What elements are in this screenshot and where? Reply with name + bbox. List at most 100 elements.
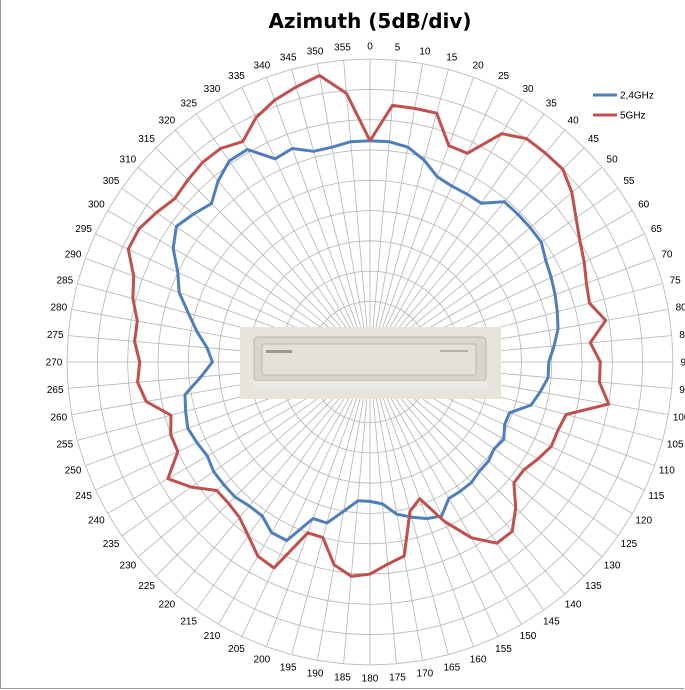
angle-label: 205	[228, 644, 245, 655]
angle-label: 45	[588, 134, 600, 145]
grid-spoke	[369, 129, 566, 363]
grid-spoke	[369, 361, 545, 611]
angle-label: 345	[280, 52, 297, 63]
grid-spoke	[195, 361, 371, 611]
grid-spoke	[266, 77, 371, 363]
angle-label: 170	[417, 669, 434, 680]
angle-label: 195	[280, 663, 297, 674]
angle-label: 160	[470, 654, 487, 665]
angle-label: 350	[307, 46, 324, 57]
angle-label: 275	[47, 330, 64, 341]
angle-label: 290	[65, 249, 82, 260]
grid-spoke	[218, 361, 371, 625]
angle-label: 0	[367, 42, 373, 53]
angle-label: 10	[419, 46, 431, 57]
angle-label: 210	[204, 631, 221, 642]
angle-label: 135	[585, 581, 602, 592]
grid-spoke	[369, 60, 397, 363]
chart-title: Azimuth (5dB/div)	[268, 9, 472, 33]
angle-label: 335	[228, 71, 245, 82]
angle-label: 105	[667, 439, 684, 450]
angle-label: 110	[659, 466, 675, 477]
angle-label: 230	[120, 561, 137, 572]
series-lines	[126, 74, 611, 578]
angle-label: 240	[88, 516, 105, 527]
angle-label: 60	[638, 200, 650, 211]
angle-label: 65	[651, 224, 663, 235]
angle-label: 220	[159, 600, 176, 611]
angle-label: 145	[543, 616, 560, 627]
grid-spoke	[174, 361, 371, 595]
legend: 2,4GHz 5GHz	[593, 91, 654, 122]
grid-spoke	[369, 147, 585, 363]
angle-label: 95	[679, 385, 685, 396]
angle-label: 340	[254, 61, 271, 72]
grid-spoke	[369, 361, 499, 637]
angle-label: 185	[334, 672, 351, 683]
angle-label: 75	[670, 276, 682, 287]
grid-spoke	[155, 147, 371, 363]
grid-spoke	[369, 361, 522, 625]
angle-label: 305	[103, 176, 120, 187]
angle-labels: 0 5 10 15 20 25 30 35 40 45 50 55 60 65 70 75 80 85 90 95 10…	[46, 42, 685, 685]
grid-spoke	[174, 129, 371, 363]
grid-spoke	[369, 113, 545, 363]
angle-label: 315	[138, 134, 155, 145]
angle-label: 355	[334, 43, 351, 54]
angle-label: 15	[446, 52, 458, 63]
grid-spoke	[369, 87, 499, 363]
angle-label: 225	[138, 581, 155, 592]
angle-label: 55	[623, 176, 635, 187]
device-logo-mark	[266, 350, 292, 353]
grid-spoke	[343, 60, 371, 363]
angle-label: 50	[607, 154, 619, 165]
grid-spoke	[195, 113, 371, 363]
angle-label: 5	[395, 43, 401, 54]
angle-label: 155	[495, 644, 512, 655]
angle-label: 85	[679, 330, 685, 341]
angle-label: 215	[180, 616, 197, 627]
angle-label: 120	[635, 516, 652, 527]
angle-label: 130	[604, 561, 621, 572]
angle-label: 40	[568, 115, 580, 126]
angle-label: 235	[103, 539, 120, 550]
angle-label: 245	[75, 491, 92, 502]
angle-label: 325	[180, 99, 197, 110]
grid-spoke	[369, 361, 449, 655]
angle-label: 180	[362, 674, 379, 685]
angle-label: 125	[621, 539, 638, 550]
grid-spoke	[266, 361, 371, 647]
angle-label: 165	[443, 663, 460, 674]
angle-label: 265	[47, 385, 64, 396]
series-line-1	[126, 74, 611, 578]
grid-spoke	[241, 87, 371, 363]
angle-label: 115	[648, 491, 664, 502]
angle-label: 320	[159, 115, 176, 126]
grid-spoke	[369, 361, 474, 647]
angle-label: 280	[50, 303, 67, 314]
angle-label: 35	[546, 99, 558, 110]
angle-label: 300	[88, 200, 105, 211]
angle-label: 285	[56, 276, 73, 287]
grid-spoke	[291, 69, 371, 363]
angle-label: 100	[673, 412, 685, 423]
device-image	[240, 327, 501, 399]
angle-label: 30	[522, 84, 534, 95]
angle-label: 200	[254, 654, 271, 665]
grid-spoke	[369, 69, 449, 363]
grid-spoke	[343, 361, 371, 664]
series-line-0	[171, 139, 560, 542]
grid-spoke	[369, 77, 474, 363]
angle-label: 175	[389, 672, 406, 683]
angle-label: 330	[204, 84, 221, 95]
angle-label: 190	[307, 669, 324, 680]
grid-spoke	[369, 63, 423, 363]
angle-label: 150	[520, 631, 537, 642]
angle-label: 80	[676, 303, 685, 314]
grid-spoke	[369, 361, 397, 664]
angle-label: 25	[498, 71, 510, 82]
grid-spoke	[241, 361, 371, 637]
angle-label: 310	[120, 154, 137, 165]
